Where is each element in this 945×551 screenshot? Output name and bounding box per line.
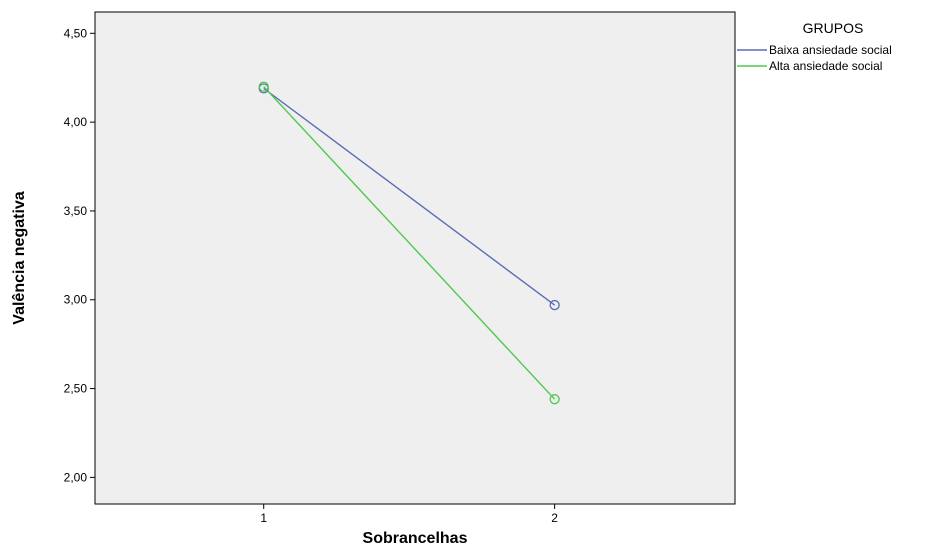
x-tick-label: 1 [260, 511, 267, 525]
legend-label-1: Baixa ansiedade social [769, 43, 892, 57]
y-tick-label: 4,50 [64, 26, 88, 40]
y-tick-label: 3,50 [64, 204, 88, 218]
y-axis-title: Valência negativa [11, 191, 28, 325]
y-axis: 2,00 2,50 3,00 3,50 4,00 4,50 [64, 26, 95, 484]
y-tick-label: 2,00 [64, 470, 88, 484]
series-lines [263, 86, 556, 400]
y-tick-label: 3,00 [64, 293, 88, 307]
x-axis-title: Sobrancelhas [363, 530, 468, 547]
legend-title: GRUPOS [803, 20, 864, 36]
legend-label-2: Alta ansiedade social [769, 59, 882, 73]
series-line-2 [263, 86, 556, 400]
data-point-2 [549, 394, 560, 405]
legend: GRUPOS Baixa ansiedade social Alta ansied… [737, 20, 892, 73]
series-line-1 [263, 87, 556, 306]
data-point-2 [258, 81, 269, 92]
y-tick-label: 2,50 [64, 382, 88, 396]
series-points [258, 81, 560, 405]
y-tick-label: 4,00 [64, 115, 88, 129]
x-tick-label: 2 [551, 511, 558, 525]
data-point-1 [549, 299, 560, 311]
plot-area [94, 11, 736, 505]
